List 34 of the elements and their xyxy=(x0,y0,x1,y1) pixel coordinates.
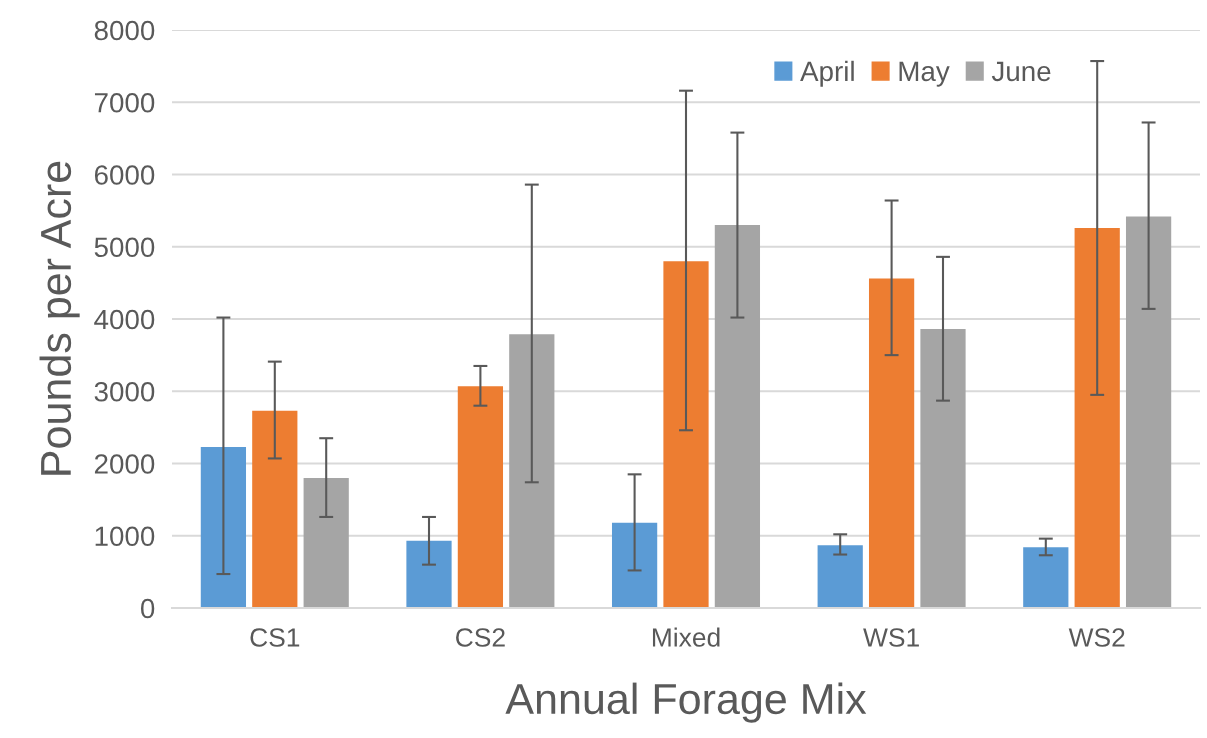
bar xyxy=(611,522,658,608)
y-tick-label: 7000 xyxy=(94,92,155,113)
y-tick-label: 4000 xyxy=(94,309,155,330)
bar xyxy=(406,540,452,608)
x-axis-title: Annual Forage Mix xyxy=(505,682,867,723)
y-tick-label: 6000 xyxy=(94,165,155,185)
bar xyxy=(868,278,915,608)
legend-label: May xyxy=(899,61,950,87)
bar xyxy=(1125,216,1172,608)
bar xyxy=(252,410,298,608)
legend-label: June xyxy=(991,61,1051,82)
x-tick-label: WS2 xyxy=(1068,628,1125,647)
y-tick-label: 5000 xyxy=(94,237,155,258)
y-tick-label: 0 xyxy=(140,598,155,619)
bar xyxy=(714,225,761,608)
x-tick-label: Mixed xyxy=(652,627,720,647)
bar xyxy=(1023,547,1069,608)
y-tick-label: 1000 xyxy=(95,526,155,547)
bar xyxy=(509,334,555,608)
bar xyxy=(920,329,966,608)
y-tick-label: 3000 xyxy=(94,381,155,402)
bar xyxy=(1074,227,1120,608)
x-tick-label: WS1 xyxy=(863,628,919,647)
x-tick-label: CS2 xyxy=(456,628,505,647)
x-tick-label: CS1 xyxy=(250,628,300,647)
bar xyxy=(663,261,709,608)
bar xyxy=(200,446,247,608)
legend-label: April xyxy=(800,60,854,87)
y-tick-label: 2000 xyxy=(94,454,155,474)
bar xyxy=(817,545,863,608)
bar xyxy=(303,477,349,608)
y-tick-label: 8000 xyxy=(94,20,155,41)
bar xyxy=(457,386,504,608)
y-axis-title: Pounds per Acre xyxy=(39,161,80,475)
